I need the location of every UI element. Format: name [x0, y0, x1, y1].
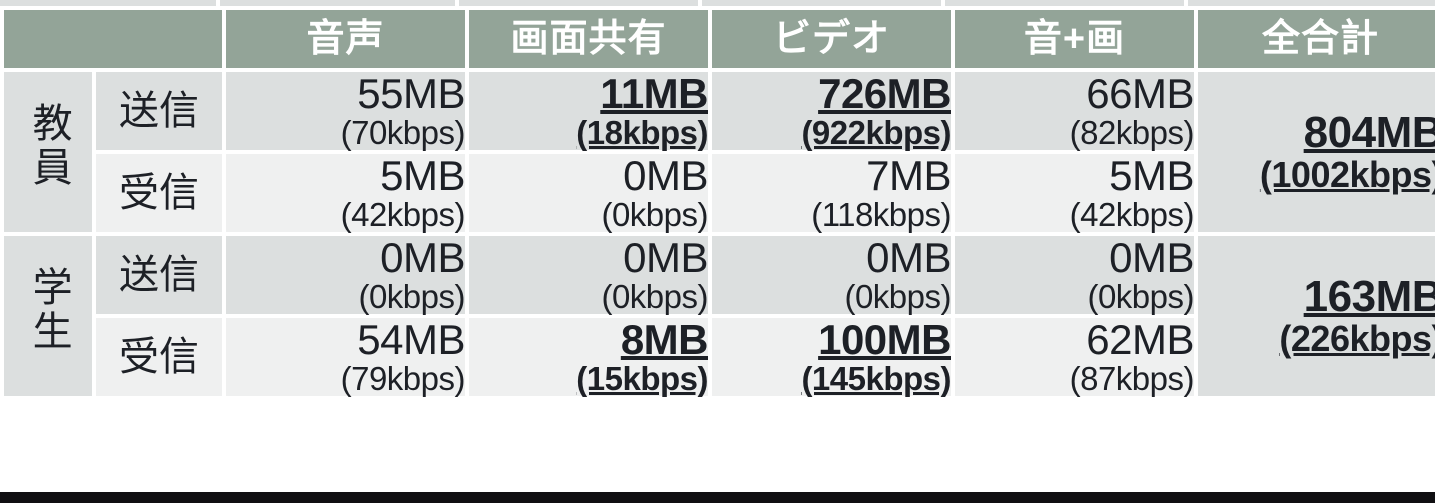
strip-gap-3 [698, 0, 702, 6]
value-mb: 0MB [866, 233, 951, 281]
strip-gap-2 [455, 0, 459, 6]
group-label-student-text: 学生 [26, 266, 71, 355]
value-mb: 100MB [818, 315, 951, 363]
value-kbps: (42kbps) [340, 195, 466, 233]
cell-student-receive-audio: 54MB (79kbps) [226, 315, 466, 397]
cell-student-send-video: 0MB (0kbps) [712, 233, 952, 315]
table-row: 教員 送信 55MB (70kbps) 11MB (18kbps) 726MB … [4, 70, 1435, 232]
cell-student-receive-audio-plus-screen: 62MB (87kbps) [955, 315, 1195, 397]
value-mb: 726MB [818, 70, 951, 117]
value-mb: 66MB [1086, 70, 1194, 117]
table-row: 学生 送信 0MB (0kbps) 0MB (0kbps) 0MB (0kbps… [4, 233, 1435, 396]
direction-label-student-send: 送信 [96, 235, 222, 314]
direction-label-teacher-receive: 受信 [96, 153, 222, 232]
table-row: 受信 54MB (79kbps) 8MB (15kbps) 100MB (145… [4, 318, 1435, 396]
value-kbps: (145kbps) [801, 359, 951, 397]
value-mb: 5MB [380, 151, 465, 199]
value-kbps: (70kbps) [340, 113, 466, 151]
total-mb: 163MB [1303, 271, 1435, 321]
column-header-audio-plus-screen: 音+画 [955, 10, 1194, 68]
value-kbps: (0kbps) [1087, 277, 1194, 315]
cell-teacher-send-video: 726MB (922kbps) [712, 70, 952, 151]
cell-teacher-send-audio: 55MB (70kbps) [226, 70, 466, 151]
value-mb: 0MB [623, 151, 708, 199]
value-kbps: (0kbps) [844, 277, 951, 315]
strip-gap-1 [216, 0, 220, 6]
cell-teacher-send-screen-share: 11MB (18kbps) [469, 70, 709, 151]
cell-teacher-grand-total: 804MB (1002kbps) [1198, 72, 1435, 232]
value-mb: 5MB [1109, 151, 1194, 199]
value-mb: 54MB [357, 315, 465, 363]
table-row: 受信 5MB (42kbps) 0MB (0kbps) 7MB (118kbps… [4, 154, 1435, 232]
header-corner-blank [4, 10, 222, 68]
cell-teacher-receive-audio: 5MB (42kbps) [226, 151, 466, 233]
strip-gap-5 [1184, 0, 1188, 6]
value-kbps: (0kbps) [601, 195, 708, 233]
cell-student-receive-screen-share: 8MB (15kbps) [469, 315, 709, 397]
bottom-dark-bar [0, 492, 1435, 503]
value-mb: 0MB [380, 233, 465, 281]
group-label-teacher: 教員 [4, 72, 92, 232]
value-kbps: (118kbps) [811, 195, 951, 233]
group-label-teacher-text: 教員 [26, 102, 71, 191]
cell-teacher-receive-screen-share: 0MB (0kbps) [469, 151, 709, 233]
value-mb: 11MB [600, 70, 708, 117]
value-mb: 8MB [620, 315, 709, 363]
cell-student-grand-total: 163MB (226kbps) [1198, 235, 1435, 396]
cell-student-receive-video: 100MB (145kbps) [712, 315, 952, 397]
value-mb: 0MB [1109, 233, 1194, 281]
cell-student-send-screen-share: 0MB (0kbps) [469, 233, 709, 315]
value-mb: 62MB [1086, 315, 1194, 363]
total-mb: 804MB [1303, 107, 1435, 157]
total-kbps: (1002kbps) [1259, 154, 1435, 196]
cell-student-send-audio-plus-screen: 0MB (0kbps) [955, 233, 1195, 315]
value-kbps: (18kbps) [576, 113, 708, 151]
column-header-grand-total: 全合計 [1198, 10, 1435, 68]
total-kbps: (226kbps) [1279, 318, 1435, 360]
cell-teacher-receive-audio-plus-screen: 5MB (42kbps) [955, 151, 1195, 233]
cell-teacher-receive-video: 7MB (118kbps) [712, 151, 952, 233]
value-kbps: (0kbps) [601, 277, 708, 315]
group-label-student: 学生 [4, 235, 92, 396]
cell-teacher-send-audio-plus-screen: 66MB (82kbps) [955, 70, 1195, 151]
table-header-row: 音声 画面共有 ビデオ 音+画 全合計 [4, 10, 1435, 68]
column-header-screen-share: 画面共有 [469, 10, 708, 68]
value-kbps: (0kbps) [358, 277, 465, 315]
column-header-audio: 音声 [226, 10, 465, 68]
value-mb: 0MB [623, 233, 708, 281]
network-usage-table-container: 音声 画面共有 ビデオ 音+画 全合計 教員 送信 55MB (70kbps) … [0, 6, 1435, 487]
value-kbps: (82kbps) [1069, 113, 1195, 151]
direction-label-student-receive: 受信 [96, 317, 222, 396]
network-usage-table: 音声 画面共有 ビデオ 音+画 全合計 教員 送信 55MB (70kbps) … [0, 6, 1435, 400]
value-kbps: (922kbps) [801, 113, 951, 151]
direction-label-teacher-send: 送信 [96, 72, 222, 150]
value-kbps: (87kbps) [1069, 359, 1195, 397]
truncated-row-strip [0, 0, 1435, 6]
value-kbps: (42kbps) [1069, 195, 1195, 233]
cell-student-send-audio: 0MB (0kbps) [226, 233, 466, 315]
strip-gap-4 [941, 0, 945, 6]
column-header-video: ビデオ [712, 10, 951, 68]
value-mb: 55MB [357, 70, 465, 117]
value-kbps: (15kbps) [576, 359, 708, 397]
value-kbps: (79kbps) [340, 359, 466, 397]
value-mb: 7MB [866, 151, 951, 199]
